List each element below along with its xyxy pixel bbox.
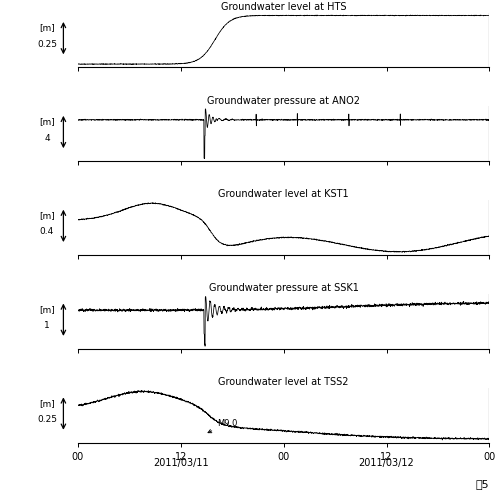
Text: 2011/03/12: 2011/03/12	[358, 458, 414, 468]
Text: [m]: [m]	[39, 117, 55, 126]
Text: 4: 4	[44, 134, 50, 142]
Text: [m]: [m]	[39, 24, 55, 32]
Text: 1: 1	[44, 321, 50, 330]
Text: 0.25: 0.25	[37, 415, 57, 424]
Text: 0.25: 0.25	[37, 40, 57, 48]
Title: Groundwater pressure at ANO2: Groundwater pressure at ANO2	[207, 96, 359, 106]
Text: [m]: [m]	[39, 305, 55, 314]
Text: 0.4: 0.4	[40, 228, 54, 236]
Title: Groundwater level at HTS: Groundwater level at HTS	[220, 2, 346, 12]
Title: Groundwater level at TSS2: Groundwater level at TSS2	[218, 377, 348, 387]
Text: [m]: [m]	[39, 211, 55, 220]
Text: [m]: [m]	[39, 398, 55, 407]
Text: M9.0: M9.0	[207, 419, 237, 432]
Text: 2011/03/11: 2011/03/11	[153, 458, 208, 468]
Title: Groundwater level at KST1: Groundwater level at KST1	[218, 190, 348, 200]
Text: 図5: 図5	[475, 480, 488, 490]
Title: Groundwater pressure at SSK1: Groundwater pressure at SSK1	[208, 284, 358, 294]
